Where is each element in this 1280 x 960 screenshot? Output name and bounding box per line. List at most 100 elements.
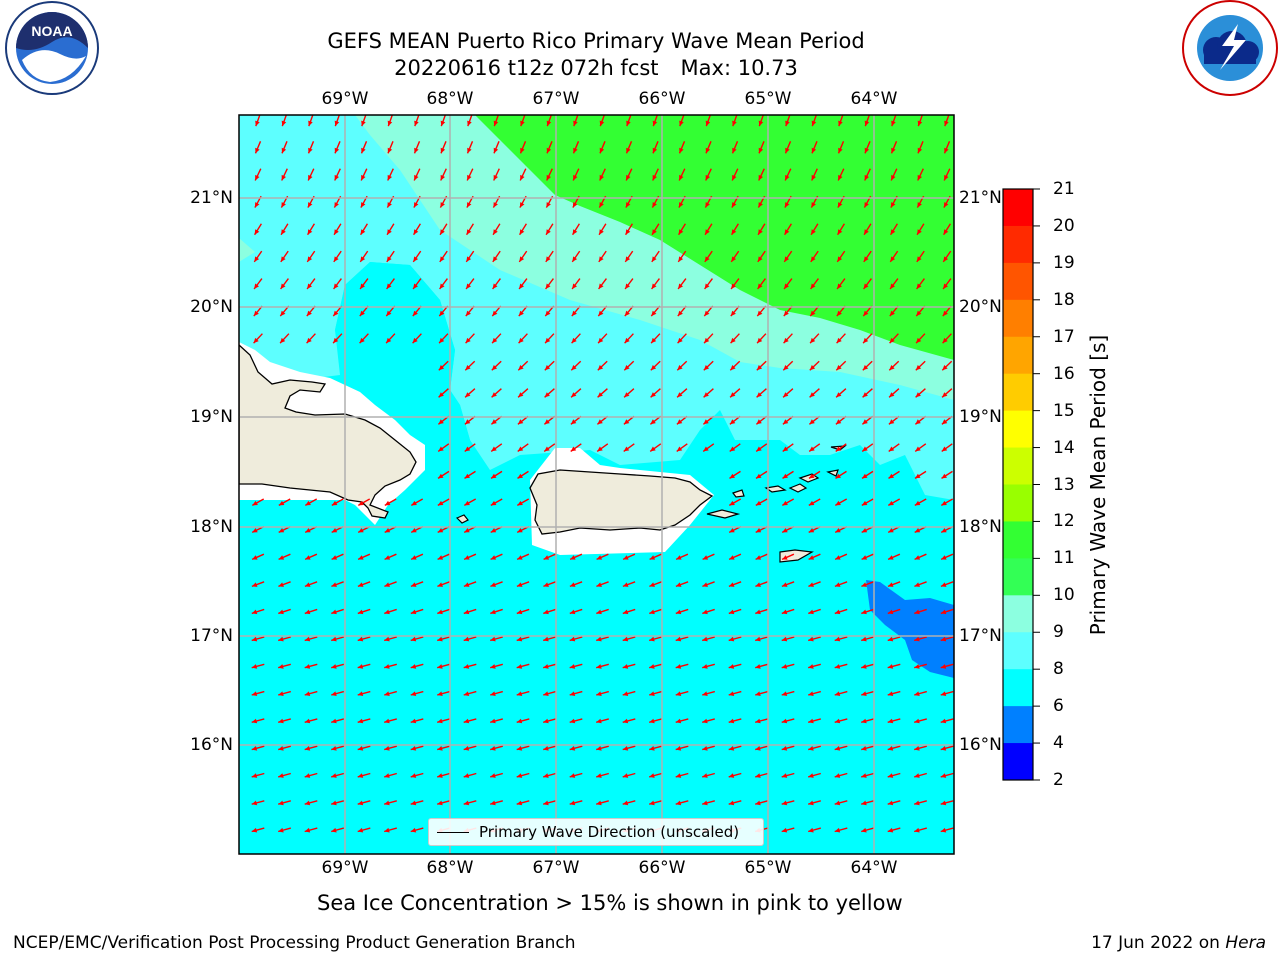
wave-arrow-head (888, 419, 895, 425)
wave-arrow-head (437, 773, 443, 778)
wave-arrow-head (252, 528, 258, 533)
wave-arrow-head (917, 174, 922, 181)
island-st-thomas (764, 485, 787, 493)
colorbar-segment (1003, 632, 1033, 670)
wave-arrow-head (464, 555, 470, 560)
wave-arrow-head (465, 392, 471, 398)
wave-arrow-head (808, 664, 814, 669)
wave-arrow-head (569, 773, 576, 778)
wave-arrow-head (546, 120, 552, 127)
wave-arrow-head (544, 365, 551, 371)
wave-arrow-head (386, 256, 392, 262)
wave-arrow-head (809, 473, 815, 479)
wave-arrow-head (808, 827, 814, 833)
wave-arrow-head (384, 746, 390, 751)
wave-arrow-head (677, 337, 683, 344)
wave-arrow-head (440, 229, 445, 235)
wave-arrow-head (437, 582, 443, 587)
wave-arrow-head (546, 147, 552, 154)
wave-arrow-head (835, 473, 841, 479)
wave-arrow-head (253, 337, 259, 344)
wave-arrow-head (915, 473, 921, 479)
wave-arrow-head (891, 174, 896, 181)
wave-arrow-head (490, 582, 496, 587)
wave-arrow-head (784, 256, 790, 262)
wave-arrow-head (438, 392, 444, 398)
wave-arrow-head (861, 800, 867, 806)
wave-arrow-head (678, 202, 684, 208)
wave-arrow-head (728, 609, 735, 615)
wave-arrow-head (571, 337, 577, 344)
wave-arrow-head (411, 500, 417, 506)
wave-arrow-head (704, 337, 710, 344)
wave-arrow-head (437, 718, 443, 724)
wave-arrow-head (625, 202, 631, 208)
wave-arrow-head (784, 202, 790, 208)
wave-arrow-head (410, 773, 417, 778)
colorbar-tick-label: 13 (1053, 474, 1075, 495)
wave-arrow-head (440, 174, 445, 181)
colorbar (1002, 188, 1040, 781)
wave-arrow-head (732, 174, 737, 181)
wave-arrow-head (755, 746, 761, 751)
wave-arrow-head (890, 202, 896, 208)
wave-arrow-head (305, 555, 311, 560)
wave-arrow-head (941, 473, 947, 479)
wave-arrow-head (914, 500, 921, 506)
wave-arrow-head (254, 202, 260, 208)
wave-arrow-head (728, 773, 735, 778)
wave-arrow-head (889, 392, 895, 398)
wave-arrow-head (679, 174, 684, 181)
wave-arrow-head (808, 528, 815, 533)
wave-arrow-head (888, 528, 894, 533)
wave-arrow-head (729, 500, 735, 506)
wave-arrow-head (732, 147, 737, 154)
wave-arrow-head (596, 691, 602, 696)
wave-arrow-head (572, 202, 578, 208)
wave-arrow-head (308, 174, 313, 181)
wave-arrow-head (943, 256, 949, 262)
wave-arrow-head (943, 202, 949, 208)
chart-subtitle: 20220616 t12z 072h fcst Max: 10.73 (0, 55, 1192, 81)
wave-arrow-head (569, 691, 576, 696)
wave-arrow-head (730, 310, 736, 317)
wave-arrow-head (463, 691, 470, 696)
wave-arrow-head (836, 365, 842, 371)
wave-arrow-head (437, 555, 444, 560)
wave-arrow-head (861, 691, 867, 696)
wave-arrow-head (861, 773, 867, 778)
lon-tick-67w: 67°W (532, 858, 580, 878)
wave-arrow-head (358, 528, 364, 533)
max-value: Max: 10.73 (680, 56, 798, 80)
wave-arrow-head (251, 773, 258, 778)
wave-arrow-head (836, 392, 842, 398)
wave-arrow-head (705, 120, 711, 127)
wave-arrow-head (887, 746, 894, 751)
wave-arrow-head (410, 582, 417, 587)
wave-arrow-head (573, 120, 578, 127)
wave-arrow-head (808, 582, 814, 587)
lon-tick-69w: 69°W (321, 89, 369, 109)
wave-arrow-head (413, 283, 418, 289)
wave-arrow-head (890, 229, 896, 235)
wave-arrow-head (705, 229, 710, 235)
wave-arrow-head (678, 229, 684, 235)
wave-arrow-head (861, 664, 867, 669)
wave-arrow-head (887, 636, 894, 642)
wave-arrow-head (861, 582, 867, 587)
wave-arrow-head (357, 827, 364, 833)
nws-logo (1182, 0, 1278, 96)
wave-arrow-head (490, 609, 496, 615)
wave-arrow-head (782, 528, 788, 533)
wave-arrow-head (808, 555, 815, 560)
wave-arrow-head (622, 664, 629, 669)
wave-arrow-head (440, 147, 446, 154)
colorbar-tick-label: 8 (1053, 659, 1064, 680)
wave-arrow-head (811, 174, 816, 181)
wave-arrow-head (809, 419, 815, 425)
wave-arrow-head (887, 800, 894, 806)
wave-arrow-head (649, 746, 655, 751)
wave-arrow-head (676, 446, 683, 452)
wave-arrow-head (781, 664, 788, 669)
wave-arrow-head (702, 555, 709, 560)
